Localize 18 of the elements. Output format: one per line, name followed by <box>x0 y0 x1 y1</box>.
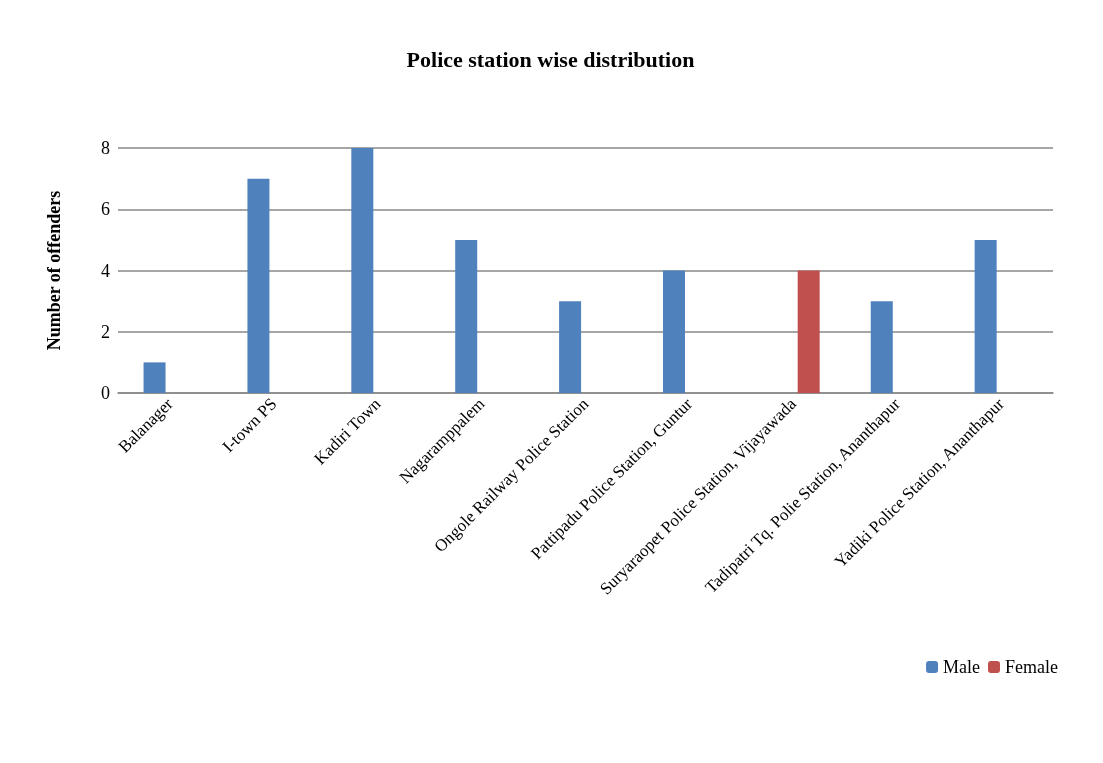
y-axis-title: Number of offenders <box>44 190 64 351</box>
bar <box>974 239 997 393</box>
bar <box>143 362 166 393</box>
chart-title: Police station wise distribution <box>406 46 695 72</box>
y-tick-label: 0 <box>101 383 110 403</box>
legend-label: Male <box>943 657 981 677</box>
bar <box>247 178 270 393</box>
bar <box>797 270 820 393</box>
bar <box>559 301 582 393</box>
bar <box>662 270 685 393</box>
y-tick-label: 4 <box>101 260 110 281</box>
bar <box>870 301 893 393</box>
bar <box>455 239 478 393</box>
legend-label: Female <box>1005 657 1059 677</box>
y-tick-label: 2 <box>101 321 110 342</box>
y-tick-label: 8 <box>101 138 110 158</box>
bar <box>351 148 374 393</box>
y-tick-label: 6 <box>101 199 110 220</box>
